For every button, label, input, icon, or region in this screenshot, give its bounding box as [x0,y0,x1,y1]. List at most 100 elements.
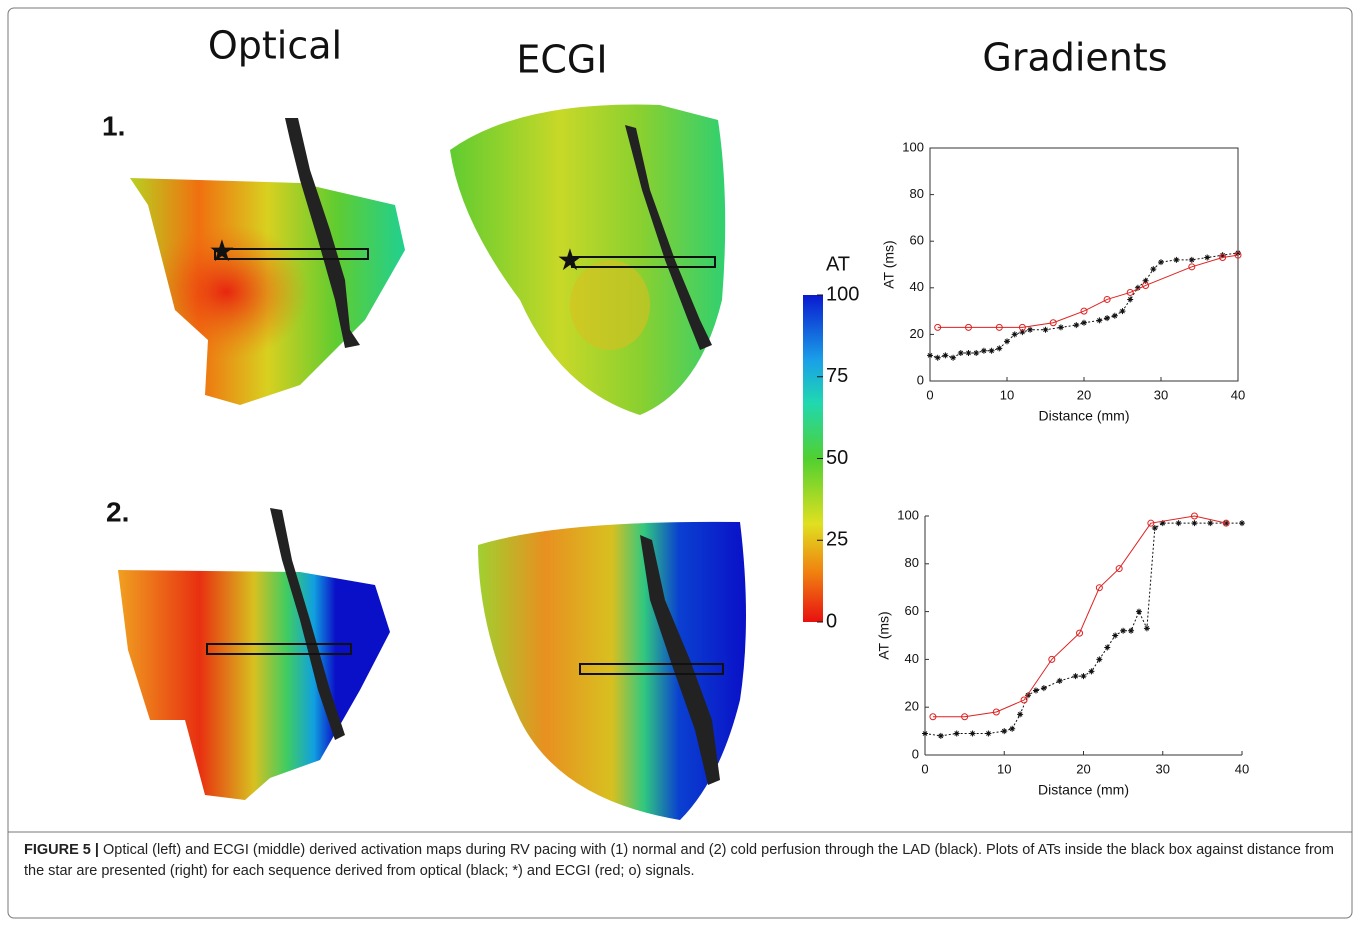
colorbar-title: AT [826,253,850,275]
point [942,352,948,358]
colorbar-tick-label: 75 [826,365,848,387]
point [1012,331,1018,337]
point [1033,687,1039,693]
x-tick-label: 10 [997,761,1011,776]
x-tick-label: 20 [1077,387,1091,402]
point [996,345,1002,351]
point [922,730,928,736]
figure-art: Optical ECGI Gradients 1. 2. ★ ★ AT 0 25 5… [0,0,1360,926]
point [954,730,960,736]
point [1096,317,1102,323]
point [1073,673,1079,679]
row-label: 1. [102,110,125,141]
svg-text:★: ★ [557,244,584,277]
y-tick-label: 100 [897,507,919,522]
point [1204,255,1210,261]
series-line [925,523,1242,736]
point [1081,320,1087,326]
point [970,730,976,736]
point [1001,728,1007,734]
y-tick-label: 60 [910,233,924,248]
optical-map-1: ★ [130,118,405,405]
optical-map-2 [118,508,390,800]
y-tick-label: 80 [910,186,924,201]
point [1173,257,1179,263]
header: Optical [208,24,342,68]
plot-frame [930,148,1238,381]
point [927,352,933,358]
point [958,350,964,356]
point [973,350,979,356]
ecgi-map-2 [478,522,746,820]
ecgi-map-1: ★ [450,105,725,415]
colorbar-tick-label: 100 [826,283,859,305]
y-axis-label: AT (ms) [876,611,892,659]
point [1120,628,1126,634]
caption: FIGURE 5 | Optical (left) and ECGI (midd… [24,840,1336,882]
y-tick-label: 0 [912,746,919,761]
y-tick-label: 60 [905,603,919,618]
y-tick-label: 40 [905,651,919,666]
point [1128,628,1134,634]
x-tick-label: 10 [1000,387,1014,402]
point [1176,520,1182,526]
point [1017,711,1023,717]
point [1207,520,1213,526]
row-label: 2. [106,496,129,527]
y-tick-label: 40 [910,279,924,294]
caption-text: Optical (left) and ECGI (middle) derived… [24,842,1334,879]
point [1027,327,1033,333]
point [1104,315,1110,321]
x-axis-label: Distance (mm) [1038,408,1129,424]
point [935,355,941,361]
point [1073,322,1079,328]
header: ECGI [516,38,607,82]
point [1096,656,1102,662]
point [989,348,995,354]
point [1127,296,1133,302]
point [981,348,987,354]
y-tick-label: 20 [910,326,924,341]
x-axis-label: Distance (mm) [1038,782,1129,798]
series-line [938,255,1238,327]
x-tick-label: 0 [921,761,928,776]
point [1043,327,1049,333]
colorbar-tick-label: 25 [826,529,848,551]
series-line [930,253,1238,358]
colorbar-tick-label: 50 [826,447,848,469]
point [1088,668,1094,674]
x-tick-label: 40 [1235,761,1249,776]
point [1120,308,1126,314]
point [1189,257,1195,263]
caption-label: FIGURE 5 | [24,842,99,858]
point [985,730,991,736]
point [1191,520,1197,526]
point [966,350,972,356]
point [1239,520,1245,526]
figure: Optical ECGI Gradients 1. 2. ★ ★ AT 0 25 5… [0,0,1360,926]
x-tick-label: 30 [1156,761,1170,776]
point [1136,609,1142,615]
point [1041,685,1047,691]
header: Gradients [982,36,1167,80]
point [1104,644,1110,650]
y-tick-label: 80 [905,555,919,570]
x-tick-label: 20 [1076,761,1090,776]
svg-text:★: ★ [209,235,236,268]
y-tick-label: 0 [917,372,924,387]
point [1081,673,1087,679]
point [1112,633,1118,639]
y-axis-label: AT (ms) [881,240,897,288]
point [1057,678,1063,684]
point [1144,625,1150,631]
point [1058,324,1064,330]
x-tick-label: 0 [926,387,933,402]
point [950,355,956,361]
point [1150,266,1156,272]
point [1009,726,1015,732]
y-tick-label: 20 [905,699,919,714]
point [938,733,944,739]
x-tick-label: 30 [1154,387,1168,402]
x-tick-label: 40 [1231,387,1245,402]
series-line [933,516,1226,717]
